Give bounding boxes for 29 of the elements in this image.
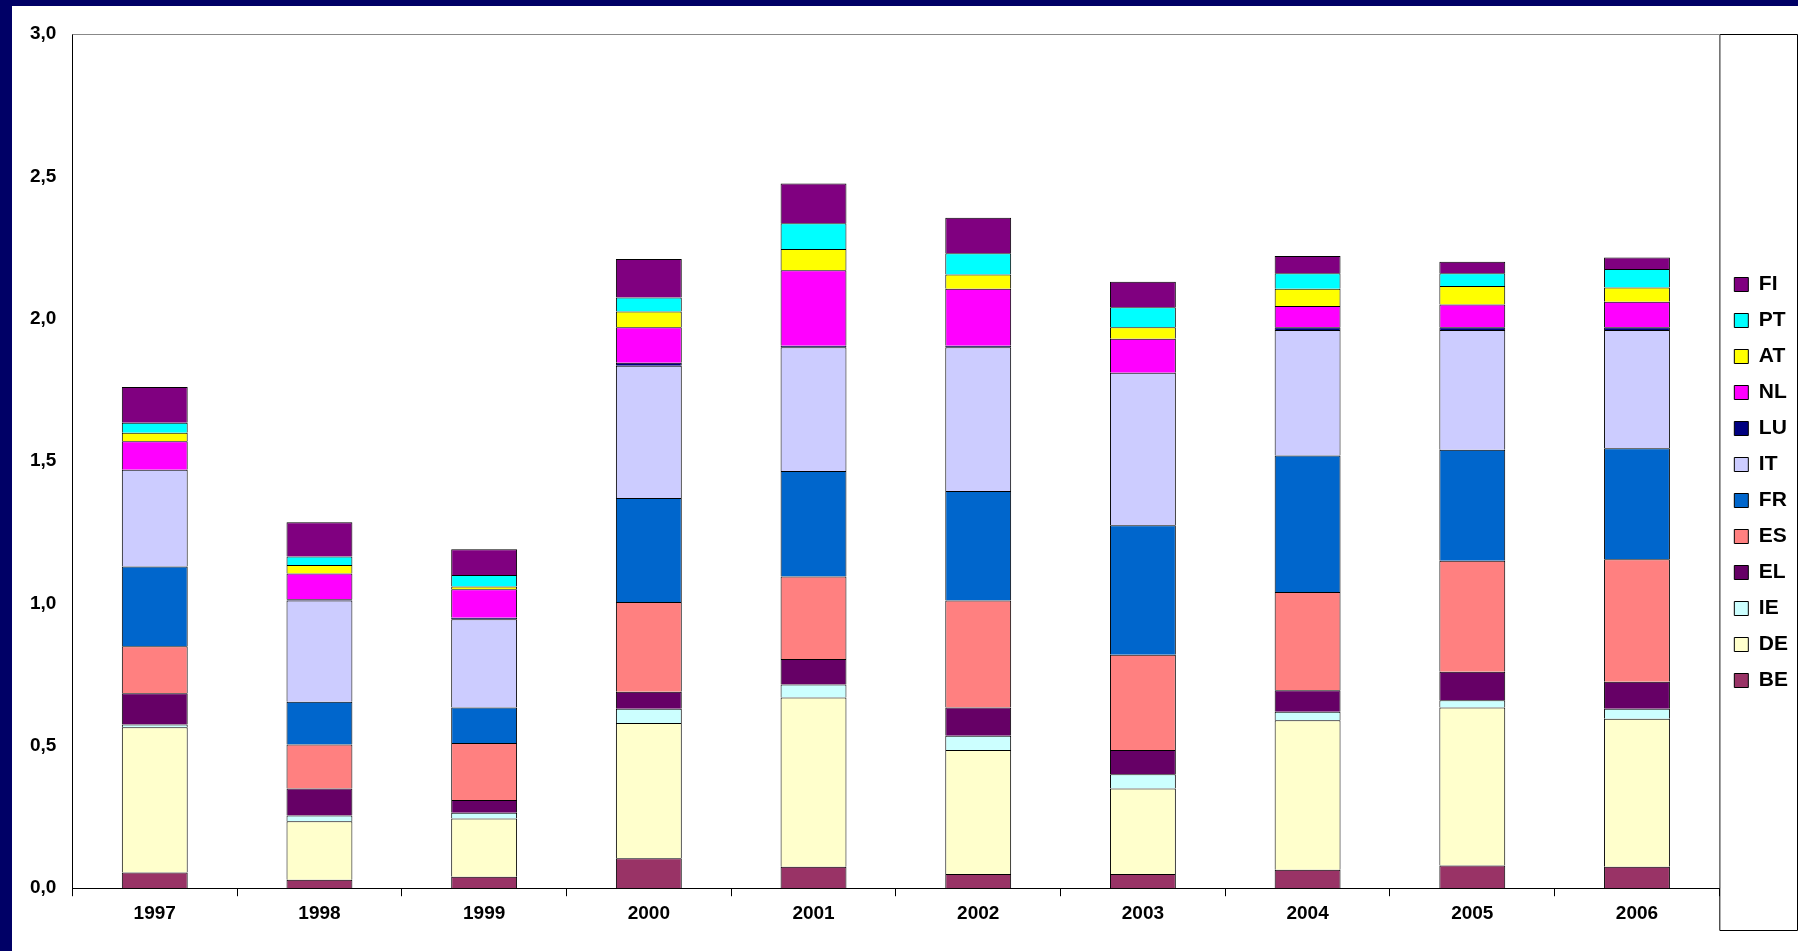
legend-label: BE [1758, 667, 1789, 691]
x-tick-label: 1999 [463, 901, 506, 923]
legend-label: IE [1758, 595, 1779, 619]
y-tick-label: 1,5 [29, 449, 57, 471]
legend-label: ES [1758, 523, 1787, 547]
legend-label: FR [1758, 487, 1787, 511]
x-tick-label: 2004 [1286, 901, 1330, 923]
legend-label: IT [1758, 451, 1778, 475]
y-tick-label: 2,5 [29, 164, 57, 186]
y-tick-label: 3,0 [29, 22, 57, 44]
legend-label: PT [1758, 307, 1786, 331]
x-tick-label: 2005 [1451, 901, 1494, 923]
y-tick-label: 1,0 [29, 591, 57, 613]
legend-label: AT [1758, 343, 1786, 367]
x-tick-label: 2006 [1615, 901, 1659, 923]
y-tick-label: 0,0 [29, 876, 57, 898]
y-tick-label: 0,5 [29, 734, 57, 756]
x-tick-label: 2002 [957, 901, 1000, 923]
x-tick-label: 2003 [1121, 901, 1165, 923]
y-tick-label: 2,0 [29, 306, 57, 328]
x-tick-label: 2001 [792, 901, 836, 923]
legend-label: EL [1758, 559, 1786, 583]
x-tick-label: 1997 [133, 901, 176, 923]
legend-label: NL [1758, 379, 1787, 403]
x-tick-label: 2000 [627, 901, 670, 923]
legend-label: LU [1758, 415, 1787, 439]
legend-label: DE [1758, 631, 1789, 655]
x-tick-label: 1998 [298, 901, 341, 923]
legend-label: FI [1758, 271, 1778, 295]
